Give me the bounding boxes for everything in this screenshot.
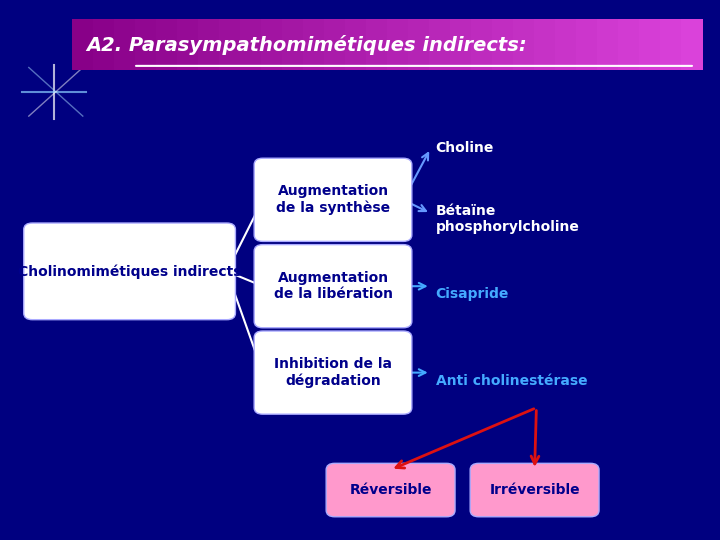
FancyBboxPatch shape [240, 19, 263, 70]
FancyBboxPatch shape [326, 463, 455, 517]
FancyBboxPatch shape [408, 19, 431, 70]
Text: Choline: Choline [436, 141, 494, 156]
Text: Augmentation
de la synthèse: Augmentation de la synthèse [276, 184, 390, 215]
FancyBboxPatch shape [254, 331, 412, 414]
FancyBboxPatch shape [492, 19, 514, 70]
FancyBboxPatch shape [303, 19, 325, 70]
FancyBboxPatch shape [345, 19, 367, 70]
FancyBboxPatch shape [470, 463, 599, 517]
FancyBboxPatch shape [135, 19, 158, 70]
Text: Inhibition de la
dégradation: Inhibition de la dégradation [274, 357, 392, 388]
Text: Bétaïne
phosphorylcholine: Bétaïne phosphorylcholine [436, 204, 580, 234]
FancyBboxPatch shape [254, 245, 412, 328]
Text: Augmentation
de la libération: Augmentation de la libération [274, 271, 392, 301]
FancyBboxPatch shape [156, 19, 179, 70]
FancyBboxPatch shape [681, 19, 703, 70]
FancyBboxPatch shape [219, 19, 241, 70]
FancyBboxPatch shape [72, 19, 94, 70]
FancyBboxPatch shape [555, 19, 577, 70]
FancyBboxPatch shape [618, 19, 641, 70]
FancyBboxPatch shape [660, 19, 683, 70]
Text: Cisapride: Cisapride [436, 287, 509, 301]
FancyBboxPatch shape [639, 19, 662, 70]
FancyBboxPatch shape [387, 19, 702, 70]
FancyBboxPatch shape [114, 19, 137, 70]
Text: Anti cholinestérase: Anti cholinestérase [436, 374, 588, 388]
FancyBboxPatch shape [576, 19, 598, 70]
FancyBboxPatch shape [72, 19, 387, 70]
FancyBboxPatch shape [282, 19, 305, 70]
Text: Irréversible: Irréversible [490, 483, 580, 497]
FancyBboxPatch shape [261, 19, 284, 70]
FancyBboxPatch shape [387, 19, 410, 70]
FancyBboxPatch shape [254, 158, 412, 241]
Text: Cholinomimétiques indirects: Cholinomimétiques indirects [18, 264, 241, 279]
FancyBboxPatch shape [198, 19, 220, 70]
FancyBboxPatch shape [471, 19, 493, 70]
Text: A2. Parasympathomimétiques indirects:: A2. Parasympathomimétiques indirects: [86, 35, 527, 55]
FancyBboxPatch shape [450, 19, 472, 70]
FancyBboxPatch shape [513, 19, 536, 70]
FancyBboxPatch shape [366, 19, 389, 70]
FancyBboxPatch shape [324, 19, 346, 70]
FancyBboxPatch shape [429, 19, 451, 70]
FancyBboxPatch shape [597, 19, 619, 70]
FancyBboxPatch shape [24, 223, 235, 320]
Text: Réversible: Réversible [349, 483, 432, 497]
FancyBboxPatch shape [177, 19, 199, 70]
FancyBboxPatch shape [534, 19, 557, 70]
FancyBboxPatch shape [93, 19, 115, 70]
